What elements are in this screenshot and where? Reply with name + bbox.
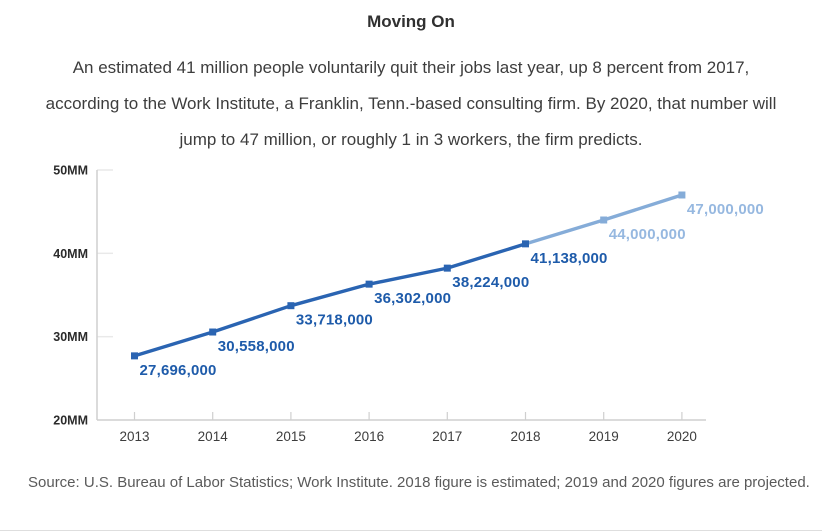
data-point-label: 41,138,000 [531, 250, 608, 267]
data-point-label: 36,302,000 [374, 290, 451, 307]
data-point-marker [131, 352, 138, 360]
chart-title: Moving On [367, 12, 455, 31]
trend-line-actual-segment [446, 242, 527, 270]
x-axis-tick-label: 2018 [510, 429, 540, 444]
data-point-marker [209, 328, 217, 336]
data-point-label: 30,558,000 [218, 338, 295, 355]
x-axis-tick-label: 2019 [589, 429, 619, 444]
trend-line-actual-segment [212, 304, 292, 334]
x-axis-tick-label: 2015 [276, 429, 306, 444]
data-point-label: 27,696,000 [140, 362, 217, 379]
quits-line-chart: 50MM 40MM 30MM 20MM 2013 2014 2015 2016 2017 2018… [53, 164, 764, 445]
trend-line-actual-segment [368, 266, 448, 286]
data-point-label: 44,000,000 [609, 226, 686, 243]
trend-line-actual-segment [134, 330, 214, 358]
x-axis-tick-label: 2013 [119, 429, 149, 444]
data-point-marker [365, 280, 373, 288]
y-axis-tick-label: 50MM [53, 164, 88, 178]
x-axis-tick-label: 2020 [667, 429, 697, 444]
chart-subtitle: An estimated 41 million people voluntari… [45, 58, 777, 149]
source-note: Source: U.S. Bureau of Labor Statistics;… [28, 474, 810, 491]
data-point-marker [678, 191, 686, 199]
data-point-marker [287, 302, 295, 310]
data-point-marker [600, 216, 608, 224]
y-axis-tick-label: 30MM [53, 330, 88, 344]
trend-line-projected-segment [525, 218, 605, 246]
data-point-marker [443, 264, 451, 272]
x-axis-tick-label: 2017 [432, 429, 462, 444]
data-point-label: 38,224,000 [452, 274, 529, 291]
x-axis-tick-label: 2014 [198, 429, 229, 444]
x-axis-tick-label: 2016 [354, 429, 384, 444]
data-point-label: 47,000,000 [687, 201, 764, 218]
trend-line-actual-segment [290, 282, 370, 308]
trend-line-projected-segment [603, 193, 683, 222]
data-point-label: 33,718,000 [296, 312, 373, 329]
y-axis-tick-label: 20MM [53, 414, 88, 428]
data-point-marker [522, 240, 529, 248]
y-axis-tick-label: 40MM [53, 247, 88, 261]
